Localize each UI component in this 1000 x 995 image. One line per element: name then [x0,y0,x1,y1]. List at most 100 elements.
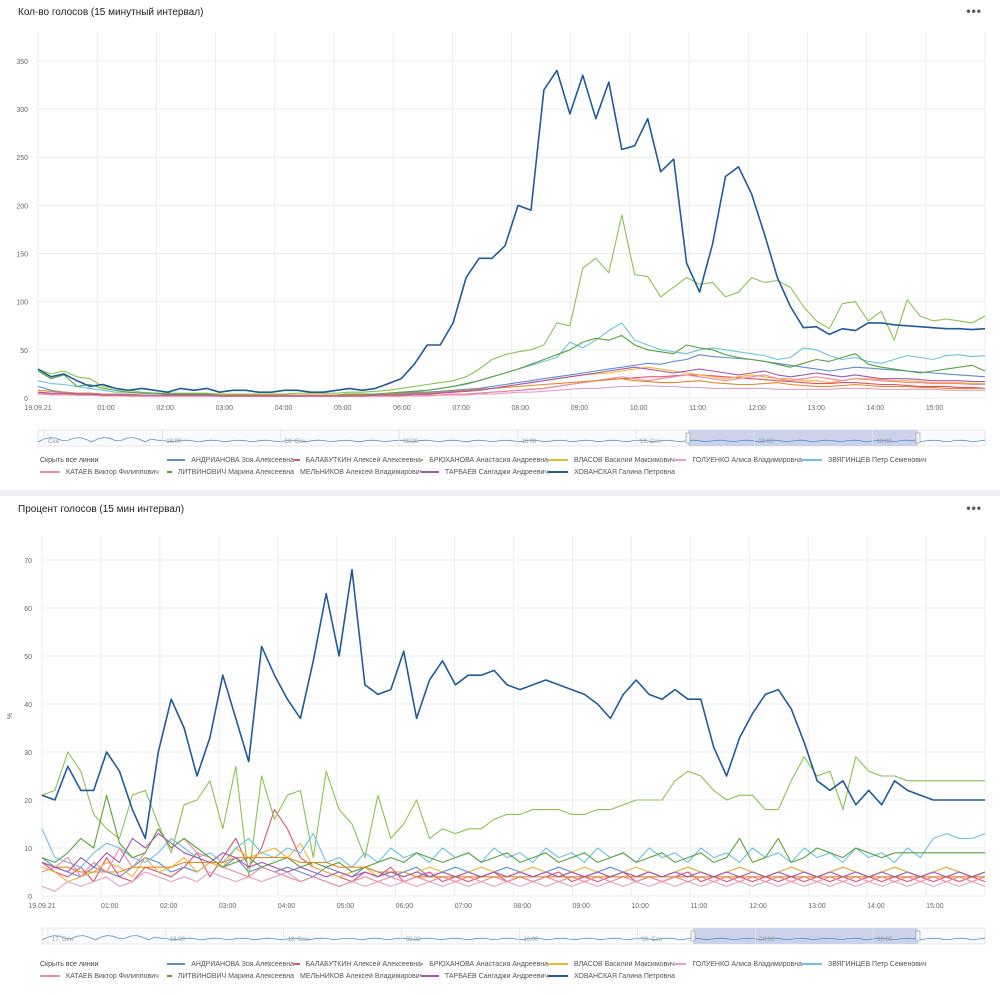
legend-item[interactable]: МЕЛЬНИКОВ Алексей Владимирович [294,469,421,476]
legend-item[interactable]: ХОВАНСКАЯ Галина Петровна [548,469,675,476]
series-line[interactable] [41,794,985,873]
navigator-handle[interactable] [690,930,696,942]
legend-label: ТАРБАЕВ Сангаджи Андреевич [444,468,548,476]
legend-item[interactable]: ТАРБАЕВ Сангаджи Андреевич [421,973,548,980]
series-line[interactable] [37,69,986,394]
navigator-label: 08:00 [403,439,419,445]
panel-menu-button[interactable]: ••• [966,501,982,515]
legend-label: ТАРБАЕВ Сангаджи Андреевич [444,972,548,980]
legend-item[interactable]: КАТАЕВ Виктор Филиппович [40,973,167,980]
x-tick-label: 08:00 [514,903,532,910]
legend-item[interactable]: ГОЛУЕНКО Алиса Владимировна [675,961,802,968]
legend-label: АНДРИАНОВА Зоя Алексеевна [191,960,294,968]
series-line[interactable] [37,334,986,396]
navigator-handle[interactable] [915,930,921,942]
x-tick-label: 05:00 [334,405,352,412]
legend-item[interactable]: БАЛАБУТКИН Алексей Алексеевна [294,457,421,464]
navigator-label: 16:00 [524,937,540,943]
series-line[interactable] [41,568,985,840]
x-tick-label: 13:00 [807,405,825,412]
hide-all-lines-button[interactable]: Скрыть все линии [40,456,99,464]
legend-swatch [548,471,568,473]
x-tick-label: 14:00 [867,903,885,910]
legend-item[interactable]: ВЛАСОВ Василий Максимович [548,961,675,968]
navigator-label: 19. Сен [640,439,661,445]
legend-item[interactable]: КАТАЕВ Виктор Филиппович [40,469,167,476]
legend-label: КАТАЕВ Виктор Филиппович [66,468,159,476]
legend-swatch [421,963,424,965]
navigator-label: 08:00 [758,439,774,445]
legend-swatch [421,975,439,977]
legend-item[interactable]: БАЛАБУТКИН Алексей Алексеевна [294,961,421,968]
y-tick-label: 0 [24,396,28,403]
y-tick-label: 200 [16,203,28,210]
legend-item[interactable]: АНДРИАНОВА Зоя Алексеевна [167,457,294,464]
votes-count-panel: Кол-во голосов (15 минутный интервал) ••… [0,0,1000,490]
x-tick-label: 04:00 [278,903,296,910]
legend-swatch [294,459,300,461]
legend-item[interactable]: МЕЛЬНИКОВ Алексей Владимирович [294,973,421,980]
x-tick-label: 19.09.21 [28,903,55,910]
legend-swatch [40,975,60,977]
legend-label: ЗВЯГИНЦЕВ Петр Семенович [828,960,927,968]
legend-label: ВЛАСОВ Василий Максимович [574,960,675,968]
hide-all-lines-button[interactable]: Скрыть все линии [40,960,99,968]
panel-menu-button[interactable]: ••• [966,4,982,18]
x-tick-label: 08:00 [512,405,530,412]
legend-item[interactable]: БРЮХАНОВА Анастасия Андреевна [421,961,548,968]
series-line[interactable] [41,857,985,878]
legend-swatch [40,471,60,473]
legend-swatch [167,975,172,977]
navigator-label: 16:00 [166,439,182,445]
series-line[interactable] [37,374,985,397]
y-axis-label: % [7,713,14,719]
x-tick-label: 02:00 [160,903,178,910]
y-tick-label: 300 [16,107,28,114]
legend-item[interactable]: ТАРБАЕВ Сангаджи Андреевич [421,469,548,476]
series-line[interactable] [37,366,985,397]
x-tick-label: 15:00 [926,405,944,412]
legend-item[interactable]: ГОЛУЕНКО Алиса Владимировна [675,457,802,464]
series-line[interactable] [37,214,986,395]
legend-swatch [421,471,439,473]
x-tick-label: 07:00 [452,405,470,412]
x-tick-label: 07:00 [455,903,473,910]
navigator-selection[interactable] [688,430,918,446]
legend-item[interactable]: ЗВЯГИНЦЕВ Петр Семенович [802,961,929,968]
legend-item[interactable]: ВЛАСОВ Василий Максимович [548,457,675,464]
navigator-selection[interactable] [693,928,918,944]
x-tick-label: 10:00 [631,903,649,910]
legend-item[interactable]: ЛИТВИНОВИЧ Марина Алексеевна [167,973,294,980]
legend-swatch [548,963,568,965]
legend-item[interactable]: ХОВАНСКАЯ Галина Петровна [548,973,675,980]
legend-swatch [167,459,186,461]
panel-title: Процент голосов (15 мин интервал) [18,504,185,515]
legend-swatch [167,471,172,473]
navigator-label: 16:00 [170,937,186,943]
legend-swatch [548,975,568,977]
series-line[interactable] [41,828,986,868]
series-line[interactable] [41,833,986,878]
series-line[interactable] [41,871,986,892]
panel-title: Кол-во голосов (15 минутный интервал) [18,7,204,18]
navigator-label: 18. Сен [288,937,309,943]
navigator-handle[interactable] [915,432,921,444]
legend-item[interactable]: БРЮХАНОВА Анастасия Андреевна [421,457,548,464]
legend-row: КАТАЕВ Виктор Филиппович ЛИТВИНОВИЧ Марин… [40,970,970,982]
legend-item[interactable]: ЗВЯГИНЦЕВ Петр Семенович [802,457,929,464]
navigator-handle[interactable] [685,432,691,444]
y-tick-label: 0 [28,894,32,901]
x-tick-label: 02:00 [156,405,174,412]
legend-label: ХОВАНСКАЯ Галина Петровна [574,972,675,980]
x-tick-label: 11:00 [689,405,706,412]
x-tick-label: 01:00 [97,405,115,412]
series-line[interactable] [41,828,986,887]
legend-item[interactable]: ЛИТВИНОВИЧ Марина Алексеевна [167,469,294,476]
navigator-label: 17. Сен [52,937,73,943]
y-tick-label: 250 [16,155,28,162]
x-tick-label: 12:00 [749,903,767,910]
legend-item[interactable]: АНДРИАНОВА Зоя Алексеевна [167,961,294,968]
y-tick-label: 20 [24,798,32,805]
series-line[interactable] [41,751,985,878]
x-tick-label: 09:00 [572,903,590,910]
